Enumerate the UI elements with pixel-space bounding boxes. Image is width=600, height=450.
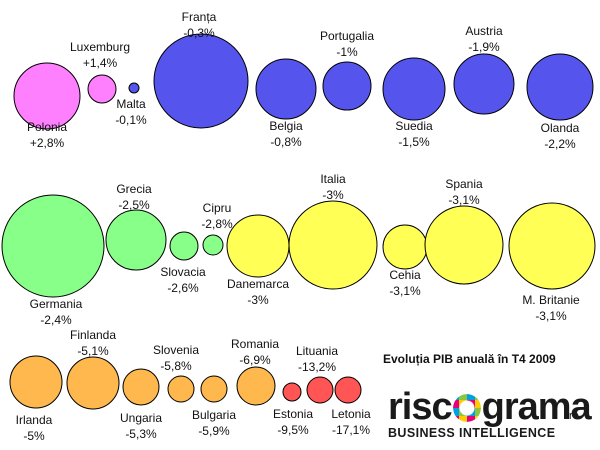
logo-wordmark: risc grama (388, 386, 592, 428)
value-label-malta: -0,1% (115, 113, 147, 127)
bubble-letonia (334, 376, 362, 404)
value-label-olanda: -2,2% (544, 137, 576, 151)
value-label-germania: -2,4% (40, 313, 72, 327)
country-label-danemarca: Danemarca (227, 277, 289, 291)
value-label-portugalia: -1% (336, 45, 358, 59)
value-label-irlanda: -5% (23, 429, 45, 443)
country-label-italia: Italia (320, 172, 346, 186)
value-label-bulgaria: -5,9% (198, 424, 230, 438)
bubble-slovacia (169, 231, 199, 261)
country-label-letonia: Letonia (331, 407, 371, 421)
country-label-portugalia: Portugalia (320, 29, 374, 43)
bubble-olanda (526, 53, 594, 121)
country-label-austria: Austria (465, 24, 503, 38)
bubble-grecia (105, 209, 167, 271)
value-label-austria: -1,9% (468, 40, 500, 54)
bubble-bulgaria (200, 375, 228, 403)
bubble-irlanda (9, 355, 63, 409)
riscograma-logo: risc grama .ro BUSINESS INTELLIGENCE (388, 388, 593, 444)
value-label-belgia: -0,8% (270, 135, 302, 149)
value-label-spania: -3,1% (448, 193, 480, 207)
bubble-spania (424, 205, 504, 285)
country-label-romania: Romania (231, 337, 279, 351)
country-label-slovacia: Slovacia (160, 265, 206, 279)
value-label-suedia: -1,5% (398, 135, 430, 149)
bubble-slovenia (167, 375, 195, 403)
value-label-cipru: -2,8% (201, 217, 233, 231)
country-label-m-britanie: M. Britanie (522, 293, 580, 307)
bubble-franta (153, 33, 249, 129)
bubble-malta (128, 82, 140, 94)
value-label-finlanda: -5,1% (77, 344, 109, 358)
value-label-m-britanie: -3,1% (535, 309, 567, 323)
country-label-suedia: Suedia (395, 119, 433, 133)
logo-word-right: grama (481, 386, 592, 428)
bubble-belgia (255, 58, 317, 120)
country-label-germania: Germania (30, 297, 83, 311)
country-label-luxemburg: Luxemburg (70, 40, 130, 54)
country-label-irlanda: Irlanda (16, 413, 53, 427)
value-label-slovacia: -2,6% (167, 281, 199, 295)
value-label-lituania: -13,2% (298, 360, 336, 374)
country-label-bulgaria: Bulgaria (192, 408, 236, 422)
value-label-luxemburg: +1,4% (83, 56, 118, 70)
country-label-estonia: Estonia (273, 407, 313, 421)
country-label-franta: Franța (182, 10, 217, 24)
bubble-romania (236, 366, 276, 406)
country-label-cehia: Cehia (389, 268, 421, 282)
bubble-austria (453, 53, 515, 115)
bubble-cehia (382, 224, 428, 270)
value-label-cehia: -3,1% (389, 284, 421, 298)
country-label-belgia: Belgia (269, 119, 303, 133)
bubble-polonia (13, 62, 81, 130)
country-label-spania: Spania (445, 177, 483, 191)
value-label-danemarca: -3% (247, 293, 269, 307)
bubble-finlanda (66, 356, 120, 410)
value-label-letonia: -17,1% (332, 423, 370, 437)
value-label-slovenia: -5,8% (160, 359, 192, 373)
bubble-suedia (382, 57, 446, 121)
bubble-ungaria (122, 368, 160, 406)
bubble-portugalia (322, 61, 372, 111)
value-label-polonia: +2,8% (30, 136, 65, 150)
country-label-lituania: Lituania (296, 344, 338, 358)
value-label-franta: -0,3% (183, 26, 215, 40)
logo-tagline: BUSINESS INTELLIGENCE (388, 426, 556, 440)
value-label-italia: -3% (322, 188, 344, 202)
value-label-estonia: -9,5% (277, 423, 309, 437)
country-label-malta: Malta (116, 97, 146, 111)
country-label-polonia: Polonia (27, 120, 67, 134)
value-label-romania: -6,9% (239, 353, 271, 367)
country-label-grecia: Grecia (116, 182, 152, 196)
country-label-slovenia: Slovenia (153, 343, 199, 357)
bubble-italia (288, 200, 378, 290)
bubble-germania (1, 194, 105, 298)
bubble-cipru (202, 234, 224, 256)
logo-domain: .ro (566, 410, 579, 422)
country-label-finlanda: Finlanda (70, 328, 116, 342)
value-label-ungaria: -5,3% (125, 427, 157, 441)
country-label-cipru: Cipru (203, 201, 232, 215)
country-label-olanda: Olanda (541, 121, 580, 135)
bubble-estonia (282, 382, 302, 402)
bubble-m-britanie (508, 202, 596, 290)
bubble-lituania (306, 376, 334, 404)
value-label-grecia: -2,5% (118, 198, 150, 212)
logo-word-left: risc (388, 386, 453, 428)
chart-title: Evoluția PIB anuală în T4 2009 (383, 352, 556, 366)
country-label-ungaria: Ungaria (120, 411, 162, 425)
logo-ring-icon (452, 394, 481, 422)
bubble-luxemburg (87, 74, 117, 104)
bubble-danemarca (226, 214, 290, 278)
